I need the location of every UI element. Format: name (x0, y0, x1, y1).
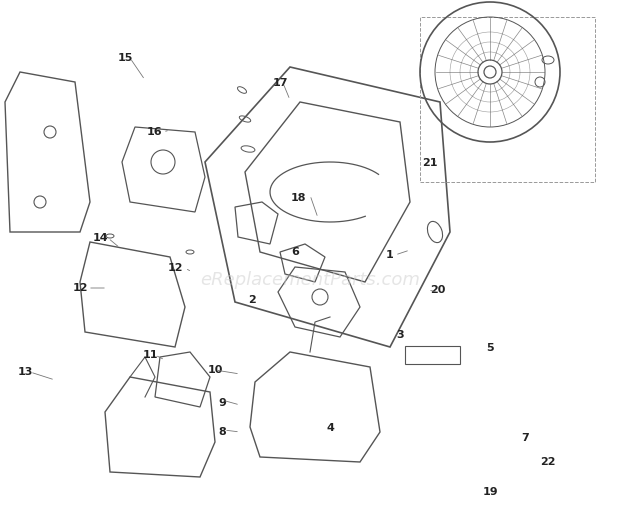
Text: 2: 2 (248, 295, 256, 305)
Text: 20: 20 (430, 285, 446, 295)
Text: 17: 17 (272, 78, 288, 88)
Text: 3: 3 (396, 330, 404, 340)
Text: 19: 19 (482, 487, 498, 497)
Bar (405, 346, 460, 364)
Text: 10: 10 (207, 365, 223, 375)
Text: 22: 22 (540, 457, 556, 467)
Text: 8: 8 (218, 427, 226, 437)
Text: 16: 16 (147, 127, 163, 137)
Text: 1: 1 (386, 250, 394, 260)
Text: 7: 7 (521, 433, 529, 443)
Text: 21: 21 (422, 158, 438, 168)
Text: 15: 15 (117, 53, 133, 63)
Text: 6: 6 (291, 247, 299, 257)
Text: 11: 11 (142, 350, 157, 360)
Text: 13: 13 (17, 367, 33, 377)
Text: 14: 14 (92, 233, 108, 243)
Text: 12: 12 (167, 263, 183, 273)
Text: 4: 4 (326, 423, 334, 433)
Text: 9: 9 (218, 398, 226, 408)
Text: 18: 18 (290, 193, 306, 203)
Text: 12: 12 (73, 283, 88, 293)
Text: 5: 5 (486, 343, 494, 353)
Bar (420, 17, 595, 182)
Text: eReplacementParts.com: eReplacementParts.com (200, 271, 420, 289)
